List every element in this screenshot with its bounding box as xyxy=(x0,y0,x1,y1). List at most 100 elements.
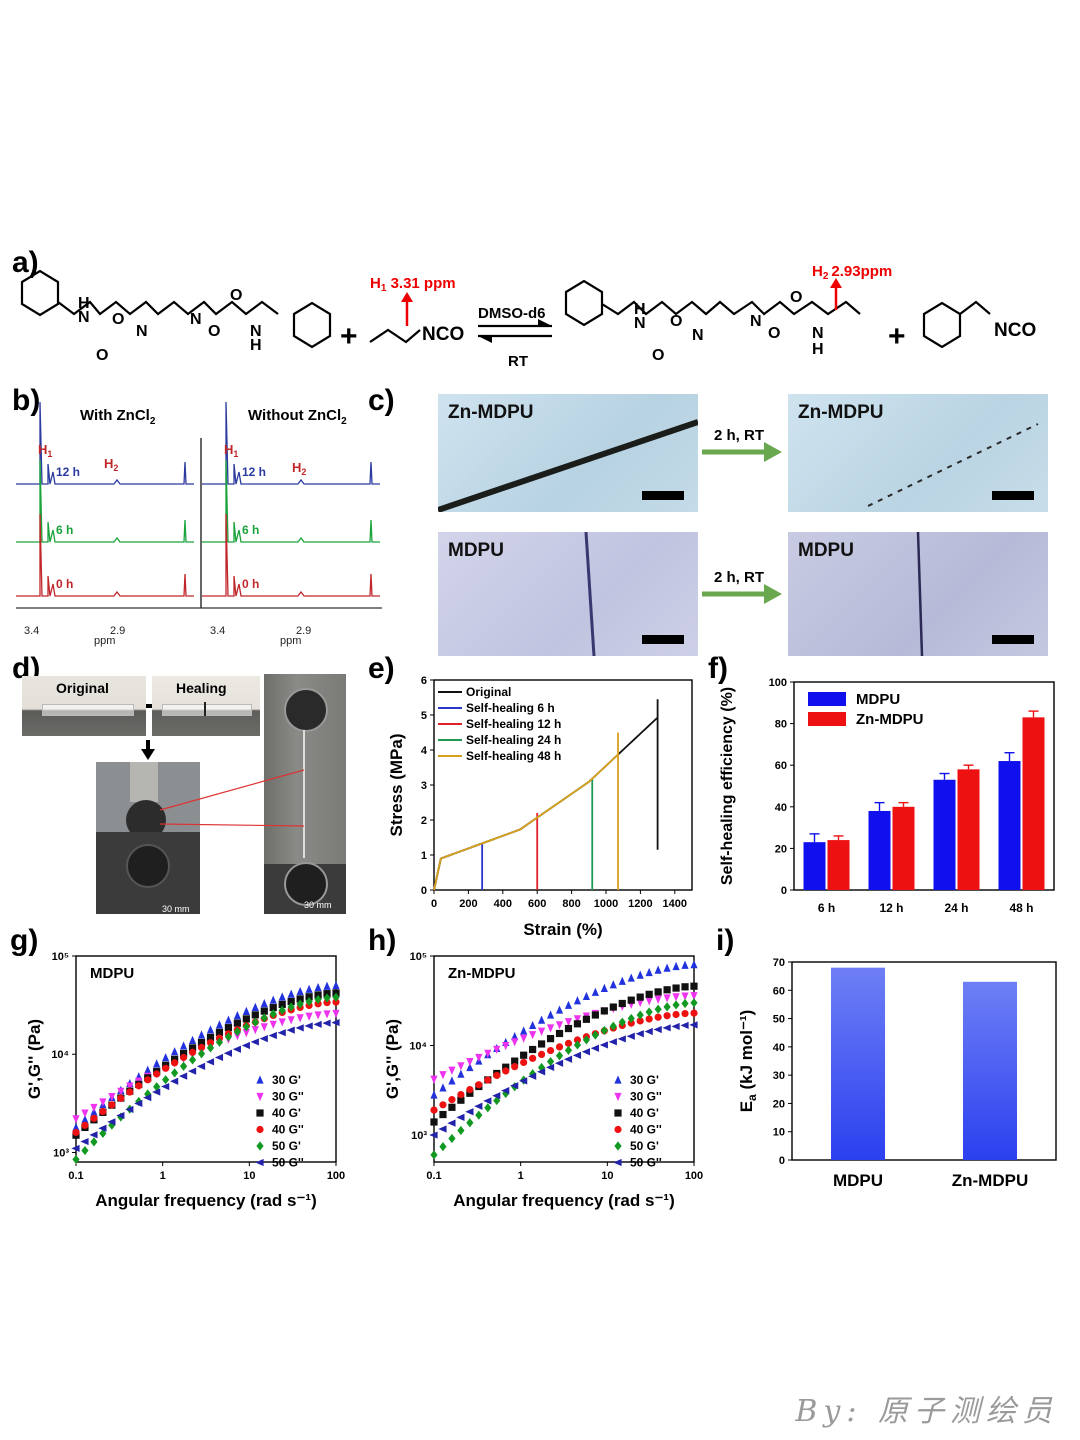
nmr-unit-left: ppm xyxy=(94,635,115,647)
data-point xyxy=(520,1058,528,1067)
arrow-down-icon xyxy=(141,740,155,760)
nco-label: NCO xyxy=(422,324,464,345)
data-point xyxy=(555,1043,564,1051)
data-point xyxy=(108,1101,116,1109)
plot-frame xyxy=(793,681,1055,891)
data-point xyxy=(232,1045,241,1053)
data-point xyxy=(663,994,671,1003)
data-point xyxy=(609,1003,617,1011)
data-point xyxy=(90,1137,98,1147)
data-point xyxy=(555,1029,564,1038)
y-axis-label: Self-healing efficiency (%) xyxy=(719,687,736,885)
data-point xyxy=(572,1051,582,1060)
y-tick-label: 4 xyxy=(421,745,428,757)
data-point xyxy=(125,1105,134,1114)
atom-n: N xyxy=(190,311,202,328)
data-point xyxy=(573,1015,582,1024)
bar xyxy=(868,810,891,890)
data-point xyxy=(573,996,582,1005)
data-point xyxy=(256,1109,264,1117)
data-point xyxy=(528,1072,537,1080)
data-point xyxy=(600,983,608,993)
data-point xyxy=(564,1039,573,1047)
micrograph-label: Zn-MDPU xyxy=(798,402,884,423)
data-point xyxy=(332,980,340,990)
bar xyxy=(892,806,915,890)
nmr-trace xyxy=(202,513,380,597)
data-point xyxy=(197,1043,206,1052)
data-point xyxy=(536,1068,546,1076)
stress-strain-curve xyxy=(433,813,539,891)
nmr-trace xyxy=(202,401,380,485)
data-point xyxy=(117,1087,125,1096)
data-point xyxy=(90,1103,98,1113)
nmr-tick-right-1: 3.4 xyxy=(210,625,225,637)
y-axis-label: G',G'' (Pa) xyxy=(25,1019,44,1099)
y-tick-label: 20 xyxy=(775,843,787,855)
data-point xyxy=(457,1096,465,1104)
data-point xyxy=(179,1061,188,1071)
data-point xyxy=(72,1128,80,1137)
data-point xyxy=(681,1009,689,1018)
data-point xyxy=(144,1076,152,1084)
legend-label: 40 G' xyxy=(272,1106,301,1120)
atom-h: H xyxy=(250,337,262,354)
data-point xyxy=(654,988,662,996)
nmr-tick-left-1: 3.4 xyxy=(24,625,39,637)
legend-label: Self-healing 6 h xyxy=(466,701,555,715)
data-point xyxy=(286,1026,295,1034)
data-point xyxy=(555,1005,564,1014)
data-point xyxy=(251,1002,259,1011)
data-point xyxy=(529,1020,537,1030)
data-point xyxy=(171,1068,179,1078)
atom-n: N xyxy=(750,313,762,330)
h2-peak-label-left: H2 xyxy=(104,456,118,473)
y-axis-label: Ea (kJ mol⁻¹) xyxy=(737,1010,759,1113)
data-point xyxy=(332,992,340,1002)
micrograph-zn-mdpu-after: Zn-MDPU xyxy=(788,394,1048,512)
data-point xyxy=(614,1141,622,1151)
micrograph-zn-mdpu-before: Zn-MDPU xyxy=(438,394,698,512)
data-point xyxy=(233,1032,241,1041)
nco-label: NCO xyxy=(994,320,1036,341)
data-point xyxy=(537,1015,546,1024)
data-point xyxy=(564,1018,573,1027)
scale-label: 30 mm xyxy=(304,900,332,910)
data-point xyxy=(447,1119,456,1127)
scale-label: 30 mm xyxy=(162,904,190,914)
y-tick-label: 40 xyxy=(773,1042,785,1054)
data-point xyxy=(511,1032,519,1041)
data-point xyxy=(645,997,653,1006)
data-point xyxy=(493,1045,501,1055)
x-category-label: 48 h xyxy=(1009,901,1033,915)
data-point xyxy=(457,1090,465,1099)
data-point xyxy=(626,1032,635,1040)
data-point xyxy=(206,1025,215,1034)
data-point xyxy=(251,1017,259,1027)
data-point xyxy=(287,1016,295,1025)
data-point xyxy=(466,1089,474,1097)
nmr-trace-label: 0 h xyxy=(56,577,73,591)
plot-frame xyxy=(791,961,1057,1161)
data-point xyxy=(430,1118,438,1126)
data-point xyxy=(256,1075,264,1084)
data-point xyxy=(72,1115,80,1124)
data-point xyxy=(627,996,635,1004)
data-point xyxy=(430,1090,438,1099)
photo-healing-sample: Healing xyxy=(152,676,260,736)
arrow-right-icon xyxy=(764,442,782,462)
atom-o: O xyxy=(652,347,664,364)
nmr-title-right: Without ZnCl2 xyxy=(248,407,347,427)
data-point xyxy=(448,1096,456,1104)
healing-efficiency-chart: 0 20 40 60 80 100 Self-healing efficiency (%) 6… xyxy=(719,677,1055,915)
data-point xyxy=(126,1088,134,1096)
atom-o: O xyxy=(208,323,220,340)
data-point xyxy=(296,1014,304,1023)
data-point xyxy=(135,1082,143,1090)
data-point xyxy=(81,1121,89,1129)
data-point xyxy=(483,1097,492,1105)
data-point xyxy=(546,1056,555,1067)
x-tick-label: 1 xyxy=(518,1170,524,1182)
x-category-label: 6 h xyxy=(818,901,835,915)
photo-label-healing: Healing xyxy=(176,680,227,696)
